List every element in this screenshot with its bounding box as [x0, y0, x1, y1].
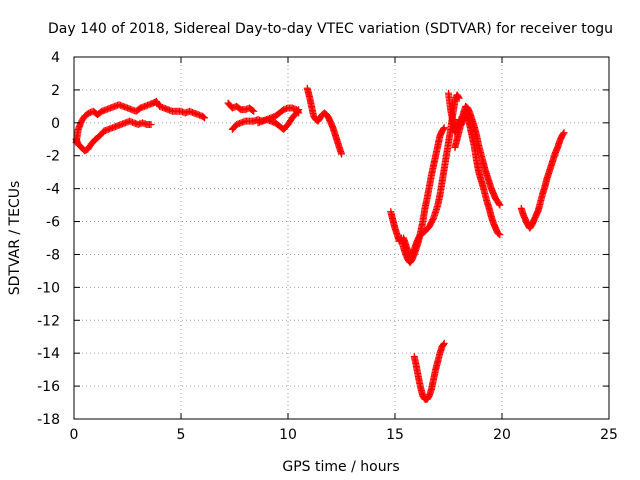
data-point — [201, 114, 209, 122]
y-tick-label: 4 — [51, 50, 60, 66]
y-tick-label: -14 — [37, 346, 60, 362]
data-point — [147, 120, 155, 128]
y-axis-label: SDTVAR / TECUs — [7, 181, 23, 296]
data-point — [455, 94, 463, 102]
plot-frame — [73, 56, 610, 420]
y-tick-labels: -18 -16 -14 -12 -10 -8 -6 -4 -2 0 2 4 — [37, 50, 60, 428]
data-point — [454, 93, 462, 101]
data-point — [495, 200, 503, 208]
data-point — [496, 231, 504, 239]
x-axis-label: GPS time / hours — [282, 459, 399, 475]
axis-ticks — [73, 56, 610, 420]
y-tick-label: 0 — [51, 116, 60, 132]
y-tick-label: -2 — [46, 149, 60, 165]
x-tick-label: 10 — [279, 427, 297, 443]
data-point — [440, 339, 448, 347]
chart-title: Day 140 of 2018, Sidereal Day-to-day VTE… — [48, 21, 613, 37]
y-tick-label: -6 — [46, 215, 60, 231]
data-point — [250, 107, 258, 115]
y-tick-label: 2 — [51, 83, 60, 99]
x-tick-label: 15 — [386, 427, 404, 443]
x-tick-labels: 0 5 10 15 20 25 — [70, 427, 618, 443]
data-point — [560, 129, 568, 137]
y-tick-label: -12 — [37, 313, 60, 329]
y-tick-label: -4 — [46, 182, 60, 198]
x-tick-label: 20 — [493, 427, 511, 443]
data-point — [559, 130, 567, 138]
data-point — [440, 124, 448, 132]
y-tick-label: -18 — [37, 412, 60, 428]
data-point — [496, 201, 504, 209]
x-tick-label: 0 — [70, 427, 79, 443]
y-tick-label: -8 — [46, 247, 60, 263]
x-tick-label: 5 — [177, 427, 186, 443]
data-point — [495, 230, 503, 238]
data-point — [338, 150, 345, 158]
data-point — [440, 340, 448, 348]
y-tick-label: -16 — [37, 379, 60, 395]
x-tick-label: 25 — [600, 427, 618, 443]
data-point — [199, 113, 207, 121]
data-points — [72, 84, 568, 403]
y-tick-label: -10 — [37, 280, 60, 296]
data-point — [249, 106, 257, 114]
data-point — [295, 106, 303, 114]
data-point — [440, 125, 448, 133]
data-point — [294, 107, 302, 115]
grid — [74, 57, 609, 419]
